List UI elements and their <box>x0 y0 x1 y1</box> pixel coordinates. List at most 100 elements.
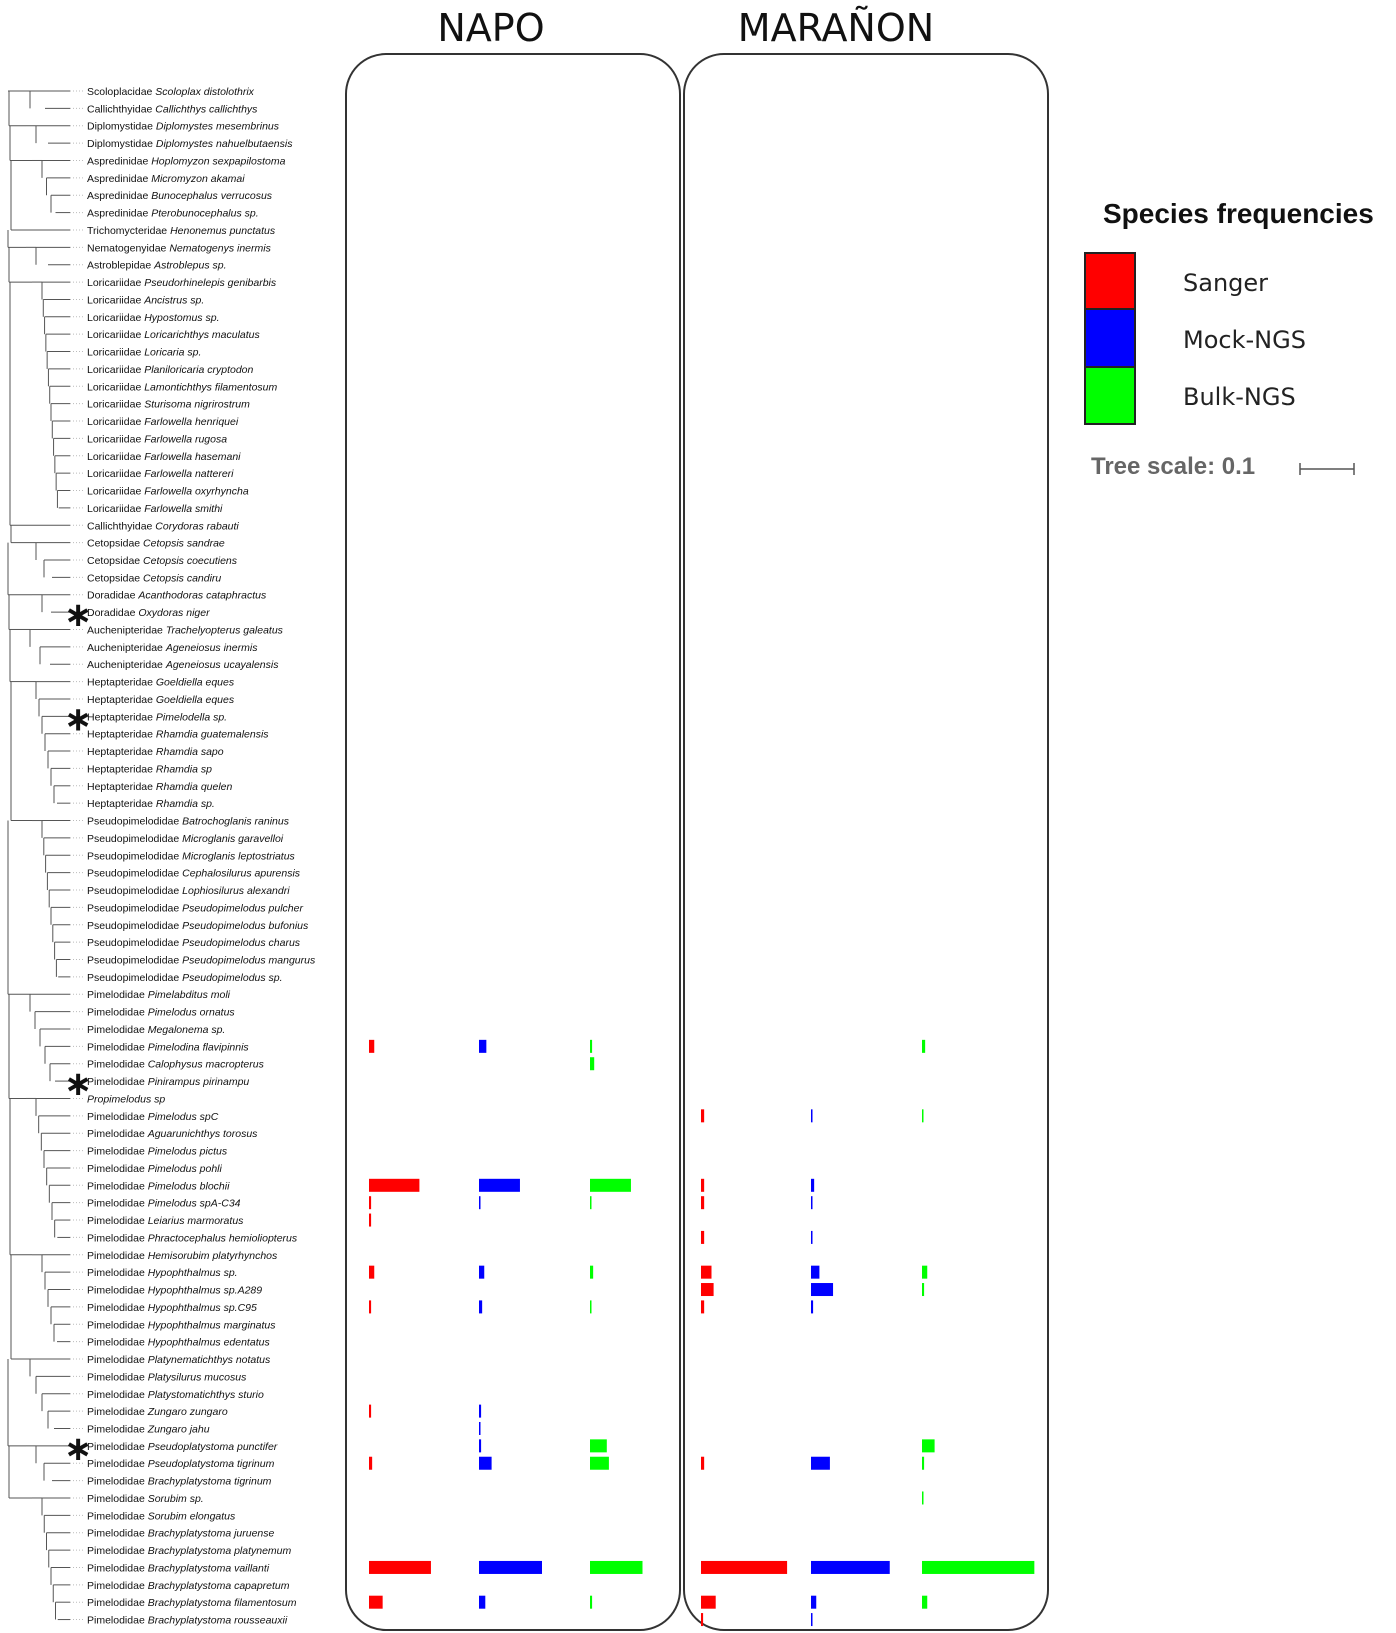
taxon-label: Astroblepidae Astroblepus sp. <box>87 260 227 272</box>
taxon-label: Pimelodidae Hemisorubim platyrhynchos <box>87 1250 278 1262</box>
taxon-label: Pimelodidae Brachyplatystoma rousseauxii <box>87 1615 288 1627</box>
taxon-label: Diplomystidae Diplomystes mesembrinus <box>87 121 280 133</box>
taxon-label: Loricariidae Farlowella oxyrhyncha <box>87 486 249 498</box>
taxon-family: Pimelodidae <box>87 1128 148 1140</box>
bar-sanger <box>369 1404 372 1418</box>
taxon-species: Pimelodus pictus <box>148 1146 228 1158</box>
taxon-label: Loricariidae Hypostomus sp. <box>87 312 219 324</box>
taxon-family: Pimelodidae <box>87 1024 148 1036</box>
taxon-family: Loricariidae <box>87 329 144 341</box>
taxon-label: Pimelodidae Pimelodus blochii <box>87 1180 230 1192</box>
taxon-species: Megalonema sp. <box>148 1024 226 1036</box>
taxon-species: Pseudopimelodus mangurus <box>182 955 316 967</box>
taxon-species: Hypostomus sp. <box>144 312 219 324</box>
legend-swatch-mock-ngs <box>1084 308 1136 368</box>
taxon-family: Diplomystidae <box>87 138 156 150</box>
bar-sanger <box>369 1265 375 1279</box>
taxon-label: Pimelodidae Leiarius marmoratus <box>87 1215 244 1227</box>
bar-mock-ngs <box>479 1265 485 1279</box>
taxon-species: Diplomystes mesembrinus <box>156 121 280 133</box>
taxon-family: Pseudopimelodidae <box>87 920 182 932</box>
taxon-label: Pimelodidae Zungaro jahu <box>87 1423 210 1435</box>
taxon-label: Loricariidae Farlowella henriquei <box>87 416 239 428</box>
taxon-species: Platysilurus mucosus <box>148 1371 247 1383</box>
taxon-species: Pimelodus ornatus <box>148 1007 236 1019</box>
taxon-species: Pseudopimelodus sp. <box>182 972 282 984</box>
taxon-species: Scoloplax distolothrix <box>155 86 254 98</box>
taxon-species: Zungaro jahu <box>147 1423 210 1435</box>
bar-bulk-ngs <box>590 1057 595 1071</box>
taxon-label: Pimelodidae Brachyplatystoma filamentosu… <box>87 1597 297 1609</box>
taxon-family: Cetopsidae <box>87 555 143 567</box>
taxon-family: Pimelodidae <box>87 1007 148 1019</box>
taxon-species: Rhamdia guatemalensis <box>156 729 269 741</box>
taxon-label: Pimelodidae Megalonema sp. <box>87 1024 225 1036</box>
taxon-label: Pimelodidae Phractocephalus hemioliopter… <box>87 1232 298 1244</box>
bar-sanger <box>369 1178 420 1192</box>
taxon-label: Heptapteridae Goeldiella eques <box>87 677 235 689</box>
taxon-species: Batrochoglanis raninus <box>182 816 290 828</box>
taxon-family: Pimelodidae <box>87 1059 148 1071</box>
taxon-family: Pimelodidae <box>87 1354 148 1366</box>
taxon-label: Callichthyidae Corydoras rabauti <box>87 520 239 532</box>
bar-mock-ngs <box>811 1109 813 1123</box>
taxon-label: Pseudopimelodidae Lophiosilurus alexandr… <box>87 885 290 897</box>
taxon-family: Heptapteridae <box>87 781 156 793</box>
taxon-family: Pimelodidae <box>87 1163 148 1175</box>
taxon-label: Callichthyidae Callichthys callichthys <box>87 103 258 115</box>
taxon-species: Microglanis leptostriatus <box>182 850 295 862</box>
bar-sanger <box>701 1613 704 1627</box>
taxon-family: Pimelodidae <box>87 1406 148 1418</box>
taxon-family: Auchenipteridae <box>87 642 166 654</box>
taxon-species: Phractocephalus hemioliopterus <box>148 1232 298 1244</box>
bar-mock-ngs <box>479 1196 481 1210</box>
taxon-family: Heptapteridae <box>87 694 156 706</box>
taxon-family: Loricariidae <box>87 399 144 411</box>
taxon-family: Astroblepidae <box>87 260 154 272</box>
taxon-family: Pimelodidae <box>87 1111 148 1123</box>
bar-mock-ngs <box>811 1300 814 1314</box>
taxon-label: Pseudopimelodidae Microglanis garavelloi <box>87 833 284 845</box>
taxon-label: Loricariidae Farlowella smithi <box>87 503 223 515</box>
taxon-family: Pimelodidae <box>87 1615 148 1627</box>
legend-label-mock-ngs: Mock-NGS <box>1183 326 1306 354</box>
bar-mock-ngs <box>479 1178 520 1192</box>
taxon-family: Cetopsidae <box>87 572 143 584</box>
taxon-family: Pimelodidae <box>87 1476 148 1488</box>
taxon-species: Sturisoma nigrirostrum <box>144 399 250 411</box>
bar-bulk-ngs <box>590 1265 594 1279</box>
taxon-label: Nematogenyidae Nematogenys inermis <box>87 242 272 254</box>
bar-bulk-ngs <box>922 1283 925 1297</box>
taxon-species: Farlowella oxyrhyncha <box>144 486 249 498</box>
taxon-family: Pimelodidae <box>87 1528 148 1540</box>
taxon-species: Rhamdia sapo <box>156 746 224 758</box>
taxon-label: Loricariidae Loricaria sp. <box>87 347 201 359</box>
bar-mock-ngs <box>479 1456 492 1470</box>
taxon-species: Calophysus macropterus <box>148 1059 265 1071</box>
taxon-label: Auchenipteridae Trachelyopterus galeatus <box>87 624 284 636</box>
taxon-species: Hoplomyzon sexpapilostoma <box>151 155 285 167</box>
taxon-family: Diplomystidae <box>87 121 156 133</box>
taxon-family: Pimelodidae <box>87 1441 148 1453</box>
taxon-species: Farlowella rugosa <box>144 433 227 445</box>
taxon-family: Loricariidae <box>87 277 144 289</box>
taxon-label: Cetopsidae Cetopsis candiru <box>87 572 221 584</box>
taxon-species: Farlowella hasemani <box>144 451 241 463</box>
taxon-species: Hypophthalmus edentatus <box>148 1337 271 1349</box>
bar-bulk-ngs <box>590 1300 592 1314</box>
phylogenetic-tree <box>7 90 70 1621</box>
taxon-family: Pseudopimelodidae <box>87 885 182 897</box>
taxon-label: Loricariidae Ancistrus sp. <box>87 294 204 306</box>
taxon-family: Loricariidae <box>87 468 144 480</box>
taxon-family: Loricariidae <box>87 451 144 463</box>
taxon-family: Auchenipteridae <box>87 659 166 671</box>
taxon-species: Brachyplatystoma rousseauxii <box>148 1615 288 1627</box>
taxon-family: Pimelodidae <box>87 1180 148 1192</box>
taxon-label: Loricariidae Sturisoma nigrirostrum <box>87 399 250 411</box>
taxon-family: Pimelodidae <box>87 989 148 1001</box>
panel-napo: NAPO <box>345 6 681 1631</box>
taxon-family: Pimelodidae <box>87 1076 148 1088</box>
taxon-species: Pinirampus pirinampu <box>148 1076 250 1088</box>
bar-mock-ngs <box>479 1595 486 1609</box>
taxon-family: Pimelodidae <box>87 1458 148 1470</box>
